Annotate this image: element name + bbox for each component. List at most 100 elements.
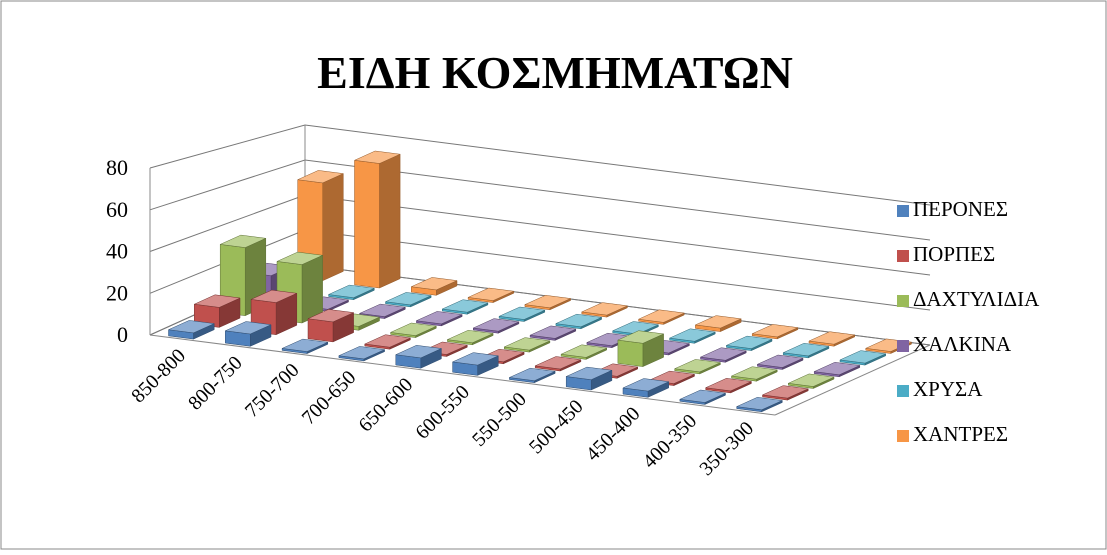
- y-tick-label: 0: [117, 322, 128, 347]
- bar-top: [839, 350, 887, 364]
- bar-top: [622, 378, 670, 392]
- legend-swatch: [897, 430, 909, 442]
- bar-top: [730, 366, 779, 380]
- bar: [704, 378, 753, 394]
- bar: [508, 367, 557, 384]
- bar: [782, 343, 830, 359]
- bar-top: [704, 378, 753, 392]
- legend-swatch: [897, 385, 909, 397]
- bar: [725, 335, 773, 351]
- bar-top: [219, 234, 267, 248]
- bar-top: [751, 324, 799, 338]
- bar-top: [616, 330, 665, 344]
- bar: [167, 320, 216, 340]
- bar: [193, 294, 241, 328]
- bar: [363, 334, 412, 350]
- y-tick-label: 20: [106, 280, 128, 305]
- bar: [523, 295, 572, 311]
- bar: [839, 350, 887, 366]
- bar-top: [467, 287, 515, 301]
- bar: [384, 292, 433, 308]
- bar-top: [725, 335, 773, 349]
- bar: [565, 366, 613, 391]
- bar: [281, 338, 329, 354]
- bar: [410, 277, 458, 296]
- bar: [678, 389, 727, 405]
- bar: [224, 321, 272, 347]
- bar: [622, 378, 670, 398]
- bar-top: [534, 356, 582, 370]
- bar: [529, 325, 577, 341]
- legend-label: ΧΑΝΤΡΕΣ: [913, 422, 1008, 446]
- bar-top: [415, 311, 464, 325]
- bar-top: [384, 292, 433, 306]
- bar-top: [472, 318, 520, 332]
- bar: [735, 397, 784, 413]
- bar-top: [281, 338, 329, 352]
- bar: [415, 311, 464, 327]
- bar: [394, 345, 443, 369]
- legend-label: ΧΡΥΣΑ: [913, 377, 983, 401]
- bar-side: [379, 153, 401, 289]
- bar-top: [451, 352, 500, 366]
- bar-top: [611, 321, 660, 335]
- bar-top: [735, 397, 784, 411]
- bar-top: [389, 322, 438, 336]
- bar-top: [410, 277, 458, 291]
- bar-top: [508, 367, 557, 381]
- bar-front: [354, 160, 380, 289]
- legend-swatch: [897, 205, 909, 217]
- bar-top: [296, 170, 345, 184]
- bar: [327, 284, 376, 301]
- bar: [673, 359, 722, 375]
- legend-label: ΠΟΡΠΕΣ: [913, 242, 995, 266]
- bar: [337, 346, 386, 362]
- bar: [694, 315, 743, 332]
- bar-top: [224, 321, 272, 335]
- bar: [787, 373, 835, 389]
- bar: [389, 322, 438, 338]
- bar-side: [301, 254, 323, 324]
- legend-swatch: [897, 340, 909, 352]
- bar-top: [813, 362, 861, 376]
- bar-top: [808, 331, 856, 345]
- bar-top: [353, 150, 402, 164]
- bar-top: [580, 302, 629, 316]
- bar-front: [307, 318, 334, 343]
- floor-edge: [774, 344, 931, 416]
- legend-swatch: [897, 250, 909, 262]
- bar-top: [276, 251, 324, 265]
- bar-top: [523, 295, 572, 309]
- bar-top: [394, 345, 443, 359]
- bar-top: [560, 344, 608, 358]
- bar-top: [694, 315, 743, 329]
- bar: [307, 309, 355, 343]
- floor-edge: [149, 334, 776, 416]
- legend-swatch: [897, 295, 909, 307]
- bar-top: [699, 347, 748, 361]
- bar: [668, 328, 717, 344]
- bar: [554, 313, 603, 330]
- bar-top: [327, 284, 376, 298]
- legend-label: ΔΑΧΤΥΛΙΔΙΑ: [913, 287, 1040, 311]
- legend-label: ΠΕΡΟΝΕΣ: [913, 197, 1008, 221]
- bar-top: [503, 337, 551, 351]
- bar: [503, 337, 551, 353]
- bar-top: [565, 366, 613, 380]
- bar: [498, 306, 546, 322]
- y-tick-label: 80: [106, 155, 128, 180]
- bar: [446, 330, 495, 346]
- bar-top: [554, 313, 603, 328]
- bar-side: [322, 173, 344, 282]
- bar: [472, 318, 520, 334]
- bar-top: [363, 334, 412, 348]
- bar: [441, 299, 489, 315]
- bar: [451, 352, 500, 376]
- bar: [808, 331, 856, 347]
- bar: [813, 362, 861, 378]
- bar: [756, 354, 804, 370]
- legend-label: ΧΑΛΚΙΝΑ: [913, 332, 1012, 356]
- bar: [467, 287, 515, 303]
